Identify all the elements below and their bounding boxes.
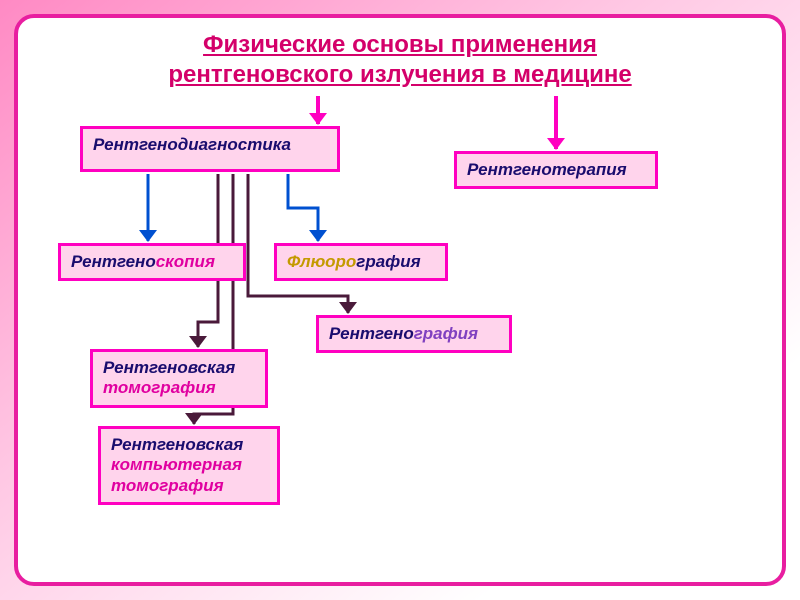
title-line2: рентгеновского излучения в медицине	[168, 61, 631, 88]
node-radiog: Рентгенография	[316, 315, 512, 353]
node-diag: Рентгенодиагностика	[80, 126, 340, 172]
node-tomo: Рентгеновская томография	[90, 349, 268, 408]
title-line1: Физические основы применения	[203, 31, 597, 58]
node-fluoro: Флюорография	[274, 243, 448, 281]
slide-background: Физические основы применения рентгеновск…	[0, 0, 800, 600]
node-therapy: Рентгенотерапия	[454, 151, 658, 189]
edge	[288, 174, 318, 241]
node-ct: Рентгеновская компьютерная томография	[98, 426, 280, 505]
diagram-title: Физические основы применения рентгеновск…	[18, 30, 782, 90]
node-skopia: Рентгеноскопия	[58, 243, 246, 281]
content-card: Физические основы применения рентгеновск…	[14, 14, 786, 586]
